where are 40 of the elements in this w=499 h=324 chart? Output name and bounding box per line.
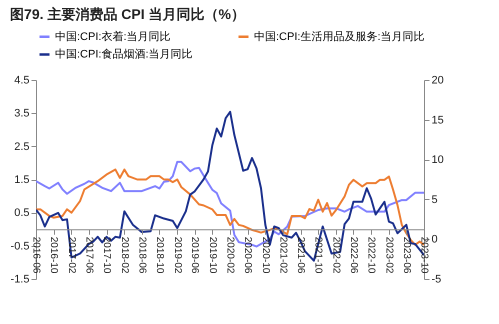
x-tick-label: 2021-06 xyxy=(295,236,306,274)
x-tick-label: 2020-10 xyxy=(260,236,271,274)
y2-tick-label: -5 xyxy=(432,274,442,286)
y-tick-label: 0.5 xyxy=(14,207,30,220)
y2-tick-label: 15 xyxy=(432,114,444,126)
legend-label: 中国:CPI:食品烟酒:当月同比 xyxy=(55,48,193,60)
x-tick-label: 2020-02 xyxy=(224,236,236,274)
legend-label: 中国:CPI:衣着:当月同比 xyxy=(55,30,171,43)
x-tick-label: 2020-06 xyxy=(242,236,254,274)
x-tick-label: 2018-02 xyxy=(118,236,130,274)
x-tick-label: 2023-06 xyxy=(400,236,412,274)
legend-label: 中国:CPI:生活用品及服务:当月同比 xyxy=(254,30,425,43)
y-tick-label: 1.5 xyxy=(14,174,30,186)
x-tick-label: 2023-02 xyxy=(383,236,394,274)
y2-tick-label: 5 xyxy=(432,194,438,206)
x-tick-label: 2019-10 xyxy=(206,236,218,274)
x-tick-label: 2017-06 xyxy=(83,236,94,274)
x-tick-label: 2017-10 xyxy=(101,236,112,274)
y-tick-label: 4.5 xyxy=(14,74,30,86)
x-tick-label: 2016-10 xyxy=(48,236,60,274)
x-tick-label: 2021-02 xyxy=(278,236,289,274)
x-tick-label: 2023-10 xyxy=(418,236,430,274)
y-tick-label: -1.5 xyxy=(10,274,30,286)
y-tick-label: -0.5 xyxy=(10,240,30,252)
y-tick-label: 3.5 xyxy=(14,108,30,120)
y2-tick-label: 20 xyxy=(432,74,444,86)
y-tick-label: 2.5 xyxy=(14,140,30,153)
chart-title: 图79. 主要消费品 CPI 当月同比（%） xyxy=(10,6,245,22)
x-tick-label: 2018-06 xyxy=(136,236,148,274)
x-tick-label: 2022-10 xyxy=(366,236,377,274)
x-tick-label: 2019-02 xyxy=(172,236,183,274)
x-tick-label: 2017-02 xyxy=(66,236,77,274)
y2-tick-label: 10 xyxy=(432,154,444,166)
x-tick-label: 2019-06 xyxy=(189,236,200,274)
x-tick-label: 2022-06 xyxy=(348,236,359,274)
x-tick-label: 2021-10 xyxy=(312,236,324,274)
y2-tick-label: 0 xyxy=(432,234,438,246)
x-tick-label: 2018-10 xyxy=(154,236,165,274)
x-tick-label: 2022-02 xyxy=(330,236,342,274)
x-tick-label: 2016-06 xyxy=(30,236,42,274)
